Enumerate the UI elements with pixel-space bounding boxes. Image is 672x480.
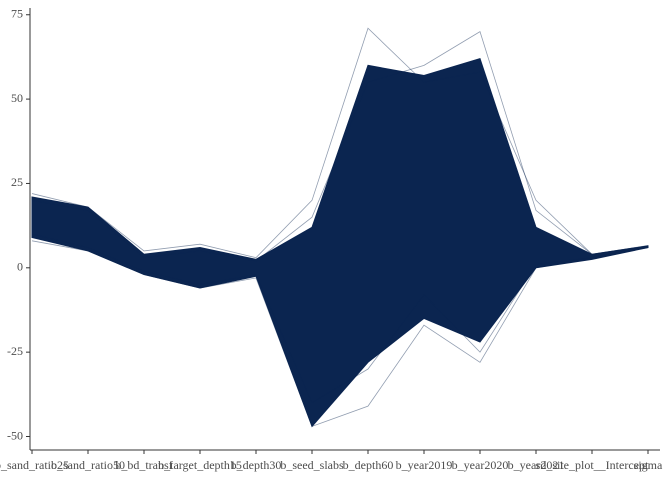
y-tick-label: 25 bbox=[11, 175, 23, 189]
x-tick-label: b_target_depth15 bbox=[158, 458, 242, 472]
y-tick-label: 50 bbox=[11, 91, 23, 105]
x-tick-label: b_seed_slabs bbox=[280, 458, 344, 472]
draw-band bbox=[31, 57, 649, 428]
y-tick-label: 75 bbox=[11, 6, 23, 20]
draw-line bbox=[31, 31, 649, 262]
x-tick-label: b_year2021 bbox=[508, 458, 565, 472]
y-tick-label: -50 bbox=[7, 428, 23, 442]
y-tick-label: 0 bbox=[17, 260, 23, 274]
x-tick-label: b_depth30 bbox=[231, 458, 282, 472]
draw-line bbox=[31, 233, 649, 404]
draw-line bbox=[31, 27, 649, 259]
draw-line bbox=[31, 240, 649, 427]
x-tick-label: b_depth60 bbox=[343, 458, 394, 472]
x-tick-label: b_bd_transf bbox=[115, 458, 172, 472]
x-tick-label: sd_site_plot__Intercept bbox=[536, 458, 649, 472]
x-tick-label: b_year2020 bbox=[452, 458, 509, 472]
x-tick-label: b_year2019 bbox=[396, 458, 453, 472]
x-tick-label: b_sand_ratio25 bbox=[0, 458, 69, 472]
y-tick-label: -25 bbox=[7, 344, 23, 358]
x-tick-label: sigma bbox=[634, 458, 663, 472]
x-tick-label: b_sand_ratio50 bbox=[51, 458, 125, 472]
